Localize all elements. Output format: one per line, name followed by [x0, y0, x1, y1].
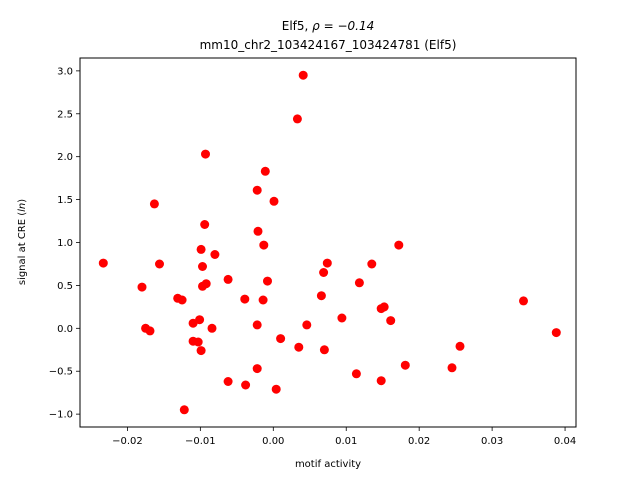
data-point: [319, 345, 329, 355]
data-point: [351, 369, 361, 379]
data-point: [137, 282, 147, 292]
y-axis-label: signal at CRE (ln): [17, 199, 28, 285]
data-point: [201, 149, 210, 159]
data-point: [188, 318, 198, 328]
data-point: [337, 313, 347, 323]
data-point: [200, 220, 210, 229]
x-axis-ticks: −0.02 −0.01 0.00 0.01 0.02 0.03 0.04: [112, 427, 576, 447]
data-point: [252, 364, 262, 374]
data-point: [252, 185, 262, 195]
y-tick-label: 1.0: [57, 238, 73, 249]
y-tick-label: 0.0: [57, 324, 73, 335]
data-point: [196, 346, 206, 356]
x-tick-label: 0.04: [554, 436, 576, 447]
data-point: [263, 276, 272, 286]
data-point: [223, 274, 233, 284]
y-tick-label: −1.0: [49, 410, 73, 421]
y-tick-label: 1.5: [57, 195, 73, 206]
x-axis-label: motif activity: [295, 459, 361, 470]
x-tick-label: −0.01: [185, 436, 216, 447]
data-point: [260, 166, 270, 176]
data-point: [240, 294, 250, 304]
chart-title-gene: Elf5,: [282, 19, 312, 33]
data-point: [447, 363, 457, 373]
y-axis-label-ln: ln: [17, 203, 28, 212]
data-point: [276, 334, 286, 344]
data-point: [455, 341, 465, 351]
plot-area: [80, 58, 576, 427]
data-point: [367, 259, 377, 269]
y-axis-label-prefix: signal at CRE (: [17, 212, 28, 285]
x-tick-label: −0.02: [112, 436, 143, 447]
data-point: [294, 342, 304, 352]
y-tick-label: 2.5: [57, 109, 73, 120]
y-tick-label: 0.5: [57, 281, 73, 292]
data-point: [302, 320, 312, 330]
data-point: [223, 377, 233, 386]
data-point: [179, 405, 189, 415]
data-point: [394, 240, 404, 250]
data-point: [271, 384, 281, 394]
data-point: [292, 114, 302, 124]
data-point: [177, 295, 187, 305]
chart-title-line2: mm10_chr2_103424167_103424781 (Elf5): [200, 38, 457, 52]
data-point: [145, 326, 155, 336]
data-point: [198, 262, 207, 271]
data-point: [322, 258, 332, 268]
y-tick-label: 3.0: [57, 66, 73, 77]
data-point: [269, 196, 279, 206]
data-point: [316, 291, 326, 301]
data-point: [258, 295, 268, 305]
x-tick-label: 0.02: [408, 436, 430, 447]
data-point: [196, 244, 206, 254]
y-axis-ticks: −1.0 −0.5 0.0 0.5 1.0 1.5 2.0 2.5 3.0: [49, 66, 80, 421]
data-point: [241, 380, 251, 390]
data-point: [400, 360, 410, 370]
data-point: [193, 337, 203, 347]
data-point: [207, 323, 217, 333]
x-tick-label: 0.00: [262, 436, 284, 447]
data-point: [252, 320, 262, 330]
y-axis-label-suffix: ): [17, 199, 28, 203]
data-point: [376, 304, 386, 314]
data-point: [376, 376, 386, 386]
data-point: [386, 316, 396, 326]
data-point: [253, 226, 263, 236]
data-point: [149, 199, 159, 209]
chart-title-rho: ρ = −0.14: [312, 19, 374, 33]
data-point: [319, 268, 329, 277]
y-tick-label: 2.0: [57, 152, 73, 163]
data-point: [551, 328, 561, 338]
data-point: [210, 250, 220, 259]
data-point: [259, 240, 269, 250]
x-tick-label: 0.01: [335, 436, 357, 447]
data-point: [198, 281, 207, 291]
data-point: [298, 70, 308, 80]
y-tick-label: −0.5: [49, 367, 73, 378]
data-point: [519, 296, 528, 306]
chart-title-line1: Elf5, ρ = −0.14: [282, 19, 374, 33]
data-point: [155, 259, 164, 269]
points-layer: [98, 70, 561, 415]
data-point: [354, 278, 364, 288]
data-point: [98, 258, 108, 268]
x-tick-label: 0.03: [481, 436, 503, 447]
